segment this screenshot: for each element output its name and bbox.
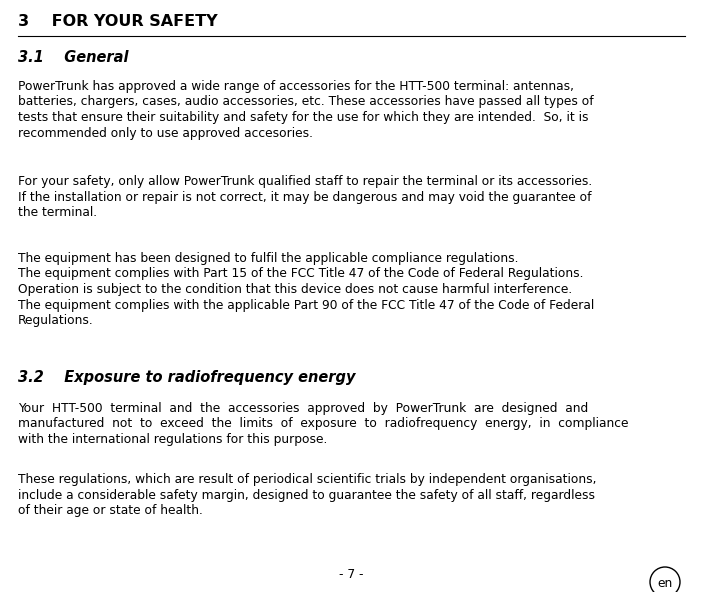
Text: 3.1    General: 3.1 General <box>18 50 129 65</box>
Text: 3.2    Exposure to radiofrequency energy: 3.2 Exposure to radiofrequency energy <box>18 370 356 385</box>
Text: 3    FOR YOUR SAFETY: 3 FOR YOUR SAFETY <box>18 14 218 29</box>
Text: PowerTrunk has approved a wide range of accessories for the HTT-500 terminal: an: PowerTrunk has approved a wide range of … <box>18 80 574 93</box>
Text: of their age or state of health.: of their age or state of health. <box>18 504 203 517</box>
Text: tests that ensure their suitability and safety for the use for which they are in: tests that ensure their suitability and … <box>18 111 588 124</box>
Text: For your safety, only allow PowerTrunk qualified staff to repair the terminal or: For your safety, only allow PowerTrunk q… <box>18 175 592 188</box>
Text: Operation is subject to the condition that this device does not cause harmful in: Operation is subject to the condition th… <box>18 283 572 296</box>
Text: - 7 -: - 7 - <box>340 568 363 581</box>
Text: the terminal.: the terminal. <box>18 206 97 219</box>
Text: manufactured  not  to  exceed  the  limits  of  exposure  to  radiofrequency  en: manufactured not to exceed the limits of… <box>18 417 628 430</box>
Text: en: en <box>657 577 673 590</box>
Text: Your  HTT-500  terminal  and  the  accessories  approved  by  PowerTrunk  are  d: Your HTT-500 terminal and the accessorie… <box>18 402 588 415</box>
Text: include a considerable safety margin, designed to guarantee the safety of all st: include a considerable safety margin, de… <box>18 488 595 501</box>
Text: The equipment has been designed to fulfil the applicable compliance regulations.: The equipment has been designed to fulfi… <box>18 252 519 265</box>
Text: If the installation or repair is not correct, it may be dangerous and may void t: If the installation or repair is not cor… <box>18 191 591 204</box>
Text: batteries, chargers, cases, audio accessories, etc. These accessories have passe: batteries, chargers, cases, audio access… <box>18 95 593 108</box>
Text: These regulations, which are result of periodical scientific trials by independe: These regulations, which are result of p… <box>18 473 597 486</box>
Text: Regulations.: Regulations. <box>18 314 93 327</box>
Text: The equipment complies with the applicable Part 90 of the FCC Title 47 of the Co: The equipment complies with the applicab… <box>18 298 594 311</box>
Text: The equipment complies with Part 15 of the FCC Title 47 of the Code of Federal R: The equipment complies with Part 15 of t… <box>18 268 583 281</box>
Text: recommended only to use approved accesories.: recommended only to use approved accesor… <box>18 127 313 140</box>
Text: with the international regulations for this purpose.: with the international regulations for t… <box>18 433 328 446</box>
